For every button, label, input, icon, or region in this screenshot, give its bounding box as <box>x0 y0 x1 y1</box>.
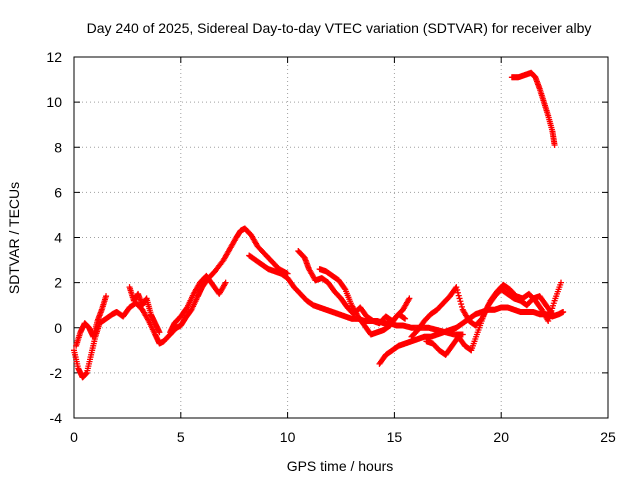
data-point <box>551 141 558 148</box>
series-track-8 <box>376 304 567 367</box>
x-tick-label: 25 <box>600 429 616 445</box>
data-point <box>406 295 413 302</box>
series-track-5 <box>246 252 466 338</box>
data-point <box>402 315 409 322</box>
chart-title: Day 240 of 2025, Sidereal Day-to-day VTE… <box>87 20 592 36</box>
series-track-6 <box>295 248 409 327</box>
x-tick-label: 0 <box>70 429 78 445</box>
y-axis-label: SDTVAR / TECUs <box>6 182 22 294</box>
data-point <box>560 308 567 315</box>
series-track-2 <box>73 293 110 349</box>
series-track-10 <box>423 279 565 358</box>
y-tick-label: 0 <box>54 320 62 336</box>
data-point <box>455 292 462 299</box>
series-track-11 <box>508 69 558 148</box>
x-tick-label: 5 <box>177 429 185 445</box>
data-point <box>558 279 565 286</box>
data-point <box>103 293 110 300</box>
data-marks <box>71 69 567 381</box>
y-tick-label: 6 <box>54 184 62 200</box>
x-tick-label: 20 <box>493 429 509 445</box>
data-point <box>458 301 465 308</box>
data-point <box>457 298 464 305</box>
series-track-4 <box>167 272 229 336</box>
x-tick-label: 10 <box>280 429 296 445</box>
data-point <box>454 286 461 293</box>
y-tick-label: 10 <box>46 94 62 110</box>
data-point <box>459 331 466 338</box>
series-track-3 <box>126 284 163 336</box>
data-point <box>458 303 465 310</box>
data-point <box>156 329 163 336</box>
y-tick-label: 4 <box>54 230 62 246</box>
y-tick-label: 12 <box>46 49 62 65</box>
data-point <box>454 289 461 296</box>
x-axis-label: GPS time / hours <box>287 458 394 474</box>
series-track-7 <box>316 266 413 338</box>
y-tick-label: 2 <box>54 275 62 291</box>
data-point <box>456 295 463 302</box>
y-tick-label: 8 <box>54 139 62 155</box>
y-tick-label: -2 <box>50 365 63 381</box>
x-tick-label: 15 <box>387 429 403 445</box>
data-point <box>341 285 348 292</box>
axis-ticks: 0 5 10 15 20 25 -4 -2 0 2 4 6 8 10 12 <box>46 49 616 445</box>
data-point <box>453 284 460 291</box>
grid-lines <box>74 57 608 418</box>
data-point <box>222 279 229 286</box>
y-tick-label: -4 <box>50 410 63 426</box>
